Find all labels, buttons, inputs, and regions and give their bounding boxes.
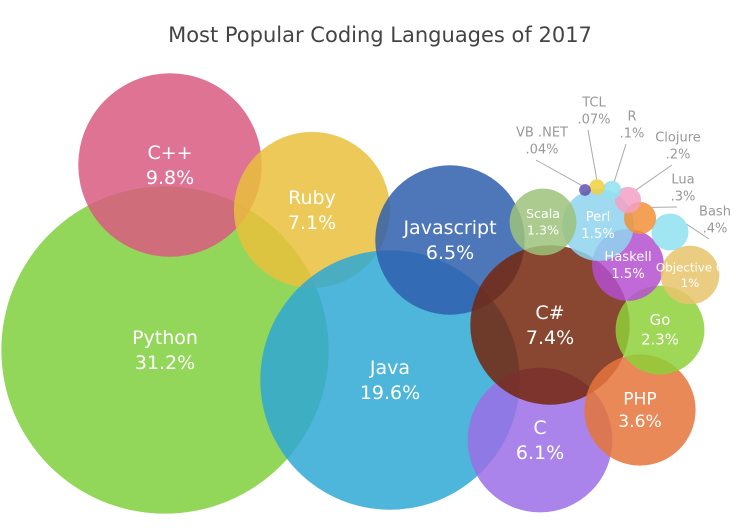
bubble-label: C#: [535, 302, 564, 324]
value-label: 1.3%: [527, 222, 559, 237]
bubble-label: Perl: [586, 210, 611, 225]
bubble: [602, 180, 622, 200]
value-label: 1.5%: [581, 227, 614, 242]
bubble: [589, 179, 605, 195]
bubble-label: Java: [369, 357, 410, 379]
bubble: [651, 213, 689, 251]
bubble-label: C++: [147, 142, 192, 164]
bubble-label: PHP: [623, 390, 657, 410]
value-label: 2.3%: [641, 330, 679, 348]
value-label: .4%: [703, 222, 728, 237]
leader-line: [535, 159, 582, 186]
value-label: 31.2%: [135, 352, 195, 374]
leader-line: [686, 224, 710, 240]
value-label: .1%: [620, 127, 645, 142]
bubble: [470, 245, 630, 405]
bubble: [615, 285, 705, 375]
bubble-label: R: [627, 110, 636, 125]
value-label: 3.6%: [618, 412, 661, 432]
bubble: [233, 131, 391, 289]
bubble: [584, 354, 696, 466]
value-label: .07%: [577, 113, 610, 128]
value-label: 6.1%: [516, 442, 564, 464]
chart-title: Most Popular Coding Languages of 2017: [168, 23, 592, 47]
bubble-label: Lua: [671, 173, 694, 188]
bubble: [614, 186, 642, 214]
bubble-label: Bash: [699, 205, 731, 220]
value-label: 9.8%: [146, 167, 194, 189]
bubble-label: Ruby: [288, 187, 336, 209]
bubble-label: Objective C: [656, 260, 724, 274]
value-label: .04%: [525, 143, 558, 158]
bubble-label: Python: [132, 327, 198, 349]
value-label: 6.5%: [426, 242, 474, 264]
value-label: .3%: [671, 190, 696, 205]
bubble: [509, 188, 577, 256]
value-label: 19.6%: [360, 382, 420, 404]
leader-line: [587, 129, 598, 180]
bubble-label: Clojure: [655, 131, 701, 146]
bubble-label: Scala: [526, 206, 560, 221]
value-label: 1%: [681, 276, 700, 290]
bubble-label: Go: [650, 311, 671, 329]
value-label: 7.1%: [288, 212, 336, 234]
bubble: [78, 73, 262, 257]
bubble: [260, 250, 520, 510]
bubble-label: Haskell: [604, 250, 651, 265]
bubble: [579, 184, 591, 196]
leader-line: [635, 164, 673, 191]
value-label: .2%: [666, 148, 691, 163]
bubble: [467, 367, 613, 513]
value-label: 7.4%: [526, 327, 574, 349]
bubble: [1, 186, 329, 514]
bubble-label: Javascript: [402, 217, 496, 239]
leader-line: [613, 143, 627, 182]
bubble-label: VB .NET: [516, 126, 568, 141]
bubble-label: TCL: [581, 96, 606, 111]
value-label: 1.5%: [611, 267, 644, 282]
bubble: [562, 189, 634, 261]
bubble-label: C: [533, 417, 546, 439]
bubble: [660, 245, 720, 305]
